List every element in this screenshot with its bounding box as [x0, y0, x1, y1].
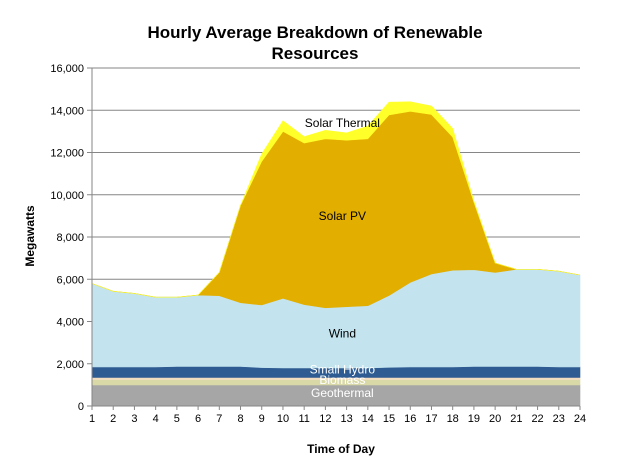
series-label-solar-thermal: Solar Thermal — [305, 116, 380, 130]
series-labels: Solar Thermal Solar PV Wind Small HydroBiom… — [305, 116, 380, 400]
series-label-geothermal: Geothermal — [311, 386, 374, 400]
x-axis-title: Time of Day — [307, 442, 375, 456]
y-tick-label: 8,000 — [56, 232, 84, 244]
series-label-wind: Wind — [329, 326, 356, 340]
y-tick-label: 16,000 — [50, 63, 84, 75]
x-tick-label: 14 — [362, 413, 374, 425]
x-tick-label: 17 — [425, 413, 437, 425]
area-series-group — [91, 101, 581, 407]
area-solar-thermal — [91, 101, 581, 298]
y-tick-labels: 0 2,000 4,000 6,000 8,000 10,000 12,000 14,000 1… — [50, 63, 84, 413]
series-label-small-hydro: Small Hydro — [310, 362, 376, 376]
x-tick-label: 16 — [404, 413, 416, 425]
x-tick-labels: 1 2 3 4 5 6 7 8 9 10 11 12 13 14 15 16 17 18 19 20 21 22 23 24 — [89, 413, 586, 425]
x-tick-label: 23 — [553, 413, 565, 425]
x-tick-label: 22 — [531, 413, 543, 425]
x-tick-label: 5 — [174, 413, 180, 425]
chart-title-line-2: Resources — [271, 44, 359, 63]
x-tick-label: 18 — [447, 413, 459, 425]
axes — [91, 68, 581, 410]
x-tick-label: 2 — [110, 413, 116, 425]
x-tick-label: 19 — [468, 413, 480, 425]
x-tick-label: 4 — [153, 413, 159, 425]
y-tick-label: 10,000 — [50, 190, 84, 202]
y-tick-label: 0 — [78, 401, 84, 413]
series-label-solar-pv: Solar PV — [319, 209, 366, 223]
x-tick-label: 8 — [237, 413, 243, 425]
x-tick-label: 20 — [489, 413, 501, 425]
x-tick-label: 12 — [319, 413, 331, 425]
y-tick-label: 14,000 — [50, 105, 84, 117]
y-tick-label: 4,000 — [56, 317, 84, 329]
y-axis-title: Megawatts — [23, 205, 37, 267]
x-tick-label: 13 — [340, 413, 352, 425]
x-tick-label: 9 — [259, 413, 265, 425]
x-tick-label: 1 — [89, 413, 95, 425]
x-tick-label: 24 — [574, 413, 586, 425]
y-tick-label: 12,000 — [50, 148, 84, 160]
x-tick-label: 21 — [510, 413, 522, 425]
x-tick-label: 6 — [195, 413, 201, 425]
x-tick-label: 10 — [277, 413, 289, 425]
y-tick-label: 2,000 — [56, 359, 84, 371]
chart-title: Hourly Average Breakdown of Renewable Re… — [0, 22, 630, 64]
chart-title-line-1: Hourly Average Breakdown of Renewable — [147, 23, 483, 42]
y-tick-label: 6,000 — [56, 274, 84, 286]
x-tick-label: 11 — [298, 413, 309, 425]
x-tick-label: 3 — [131, 413, 137, 425]
x-tick-label: 15 — [383, 413, 395, 425]
series-label-biomass: Biomass — [319, 373, 365, 387]
x-tick-label: 7 — [216, 413, 222, 425]
